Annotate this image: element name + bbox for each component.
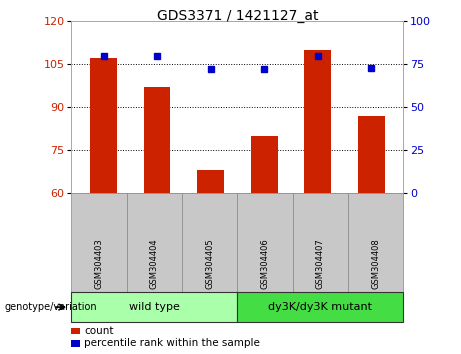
Text: wild type: wild type	[129, 302, 180, 312]
Text: GSM304407: GSM304407	[316, 238, 325, 289]
Bar	[90, 58, 117, 193]
Text: GDS3371 / 1421127_at: GDS3371 / 1421127_at	[157, 9, 318, 23]
Text: dy3K/dy3K mutant: dy3K/dy3K mutant	[268, 302, 372, 312]
Text: GSM304405: GSM304405	[205, 238, 214, 289]
Bar	[358, 116, 384, 193]
Text: GSM304406: GSM304406	[260, 238, 270, 289]
Bar	[251, 136, 278, 193]
Text: genotype/variation: genotype/variation	[5, 302, 97, 312]
Bar	[304, 50, 331, 193]
Text: percentile rank within the sample: percentile rank within the sample	[84, 338, 260, 348]
Text: GSM304403: GSM304403	[95, 238, 104, 289]
Bar	[197, 170, 224, 193]
Text: GSM304404: GSM304404	[150, 238, 159, 289]
Text: count: count	[84, 326, 114, 336]
Bar	[144, 87, 171, 193]
Text: GSM304408: GSM304408	[371, 238, 380, 289]
